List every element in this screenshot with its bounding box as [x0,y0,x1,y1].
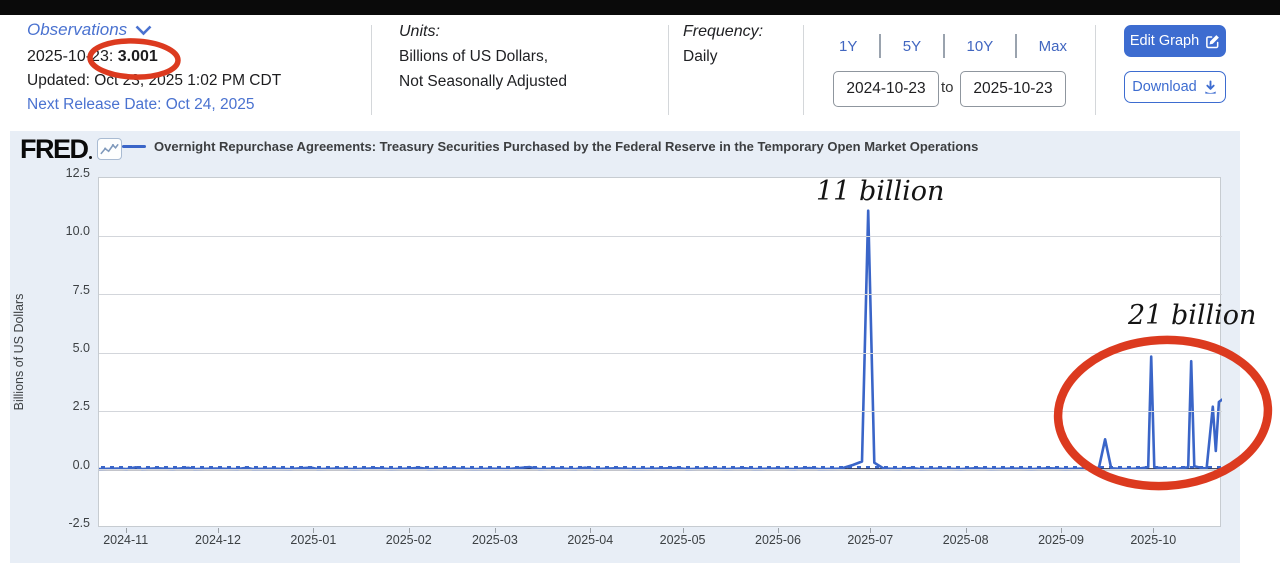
preset-separator [879,34,881,58]
x-axis-tick-label: 2025-03 [471,533,518,547]
x-axis-tick [870,528,872,533]
y-axis-tick-label: -2.5 [68,516,90,530]
updated-text: Updated: Oct 23, 2025 1:02 PM CDT [27,72,282,89]
x-axis-tick [217,528,219,533]
latest-observation-date: 2025-10-23: [27,48,114,65]
download-icon [1205,79,1216,94]
preset-10y[interactable]: 10Y [966,37,994,55]
fred-chart-icon [96,138,122,160]
preset-1y[interactable]: 1Y [839,37,858,55]
x-axis-tick-label: 2025-01 [290,533,337,547]
preset-5y[interactable]: 5Y [902,37,922,55]
preset-max[interactable]: Max [1038,37,1067,55]
y-axis-tick-label: 5.0 [72,341,90,355]
header-divider [371,25,372,115]
x-axis-tick-label: 2024-12 [195,533,241,547]
frequency-block: Frequency: Daily [683,23,793,66]
series-meta-header: Observations 2025-10-23: 3.001 Updated: … [0,15,1280,131]
gridline [99,294,1222,296]
y-axis-tick-label: 7.5 [72,282,90,297]
y-axis-tick-label: 10.0 [65,224,90,239]
edit-graph-label: Edit Graph [1129,33,1200,49]
header-divider [803,25,804,115]
x-axis-tick [494,528,496,533]
x-axis-tick-label: 2025-06 [755,533,801,547]
y-axis-tick-label: 0.0 [72,457,90,472]
chart-legend[interactable]: Overnight Repurchase Agreements: Treasur… [122,139,978,154]
x-axis-tick-label: 2025-08 [942,533,989,547]
x-axis-tick [125,528,127,533]
top-black-bar [0,0,1280,15]
preset-separator [943,34,945,58]
x-axis-tick [408,528,410,533]
frequency-label: Frequency: [683,23,764,40]
units-block: Units: Billions of US Dollars, Not Seaso… [399,23,649,91]
start-date-input[interactable]: 2024-10-23 [833,71,939,107]
fred-logo: FRED [20,133,89,164]
x-axis-tick [1153,528,1155,533]
observations-block: Observations 2025-10-23: 3.001 Updated: … [27,20,357,114]
x-axis-tick-label: 2025-02 [385,533,432,547]
observations-dropdown[interactable]: Observations [27,20,357,40]
units-label: Units: [399,23,440,40]
header-divider [1095,25,1096,115]
frequency-value: Daily [683,48,718,65]
x-axis-tick-label: 2025-07 [847,533,894,547]
end-date-input[interactable]: 2025-10-23 [960,71,1066,107]
gridline [99,352,1222,354]
y-axis-title: Billions of US Dollars [12,293,26,411]
observations-label: Observations [27,20,128,39]
fred-logo-registered-dot [88,156,92,159]
header-divider [668,25,669,115]
chart-logo-row: FRED [20,134,122,164]
legend-series-title: Overnight Repurchase Agreements: Treasur… [154,139,979,154]
x-axis-tick-label: 2025-10 [1130,533,1177,547]
x-axis-tick-label: 2025-04 [567,533,614,547]
x-axis-tick [965,528,967,533]
date-range-to-label: to [941,79,954,96]
preset-separator [1015,34,1017,58]
gridline [99,235,1222,237]
next-release-link[interactable]: Next Release Date: Oct 24, 2025 [27,96,255,113]
gridline [99,410,1222,412]
chart-container: FRED Overnight Repurchase Agreements: Tr… [10,131,1240,563]
x-axis-tick-label: 2025-05 [659,533,706,547]
y-axis-tick-label: 2.5 [72,399,90,414]
edit-graph-button[interactable]: Edit Graph [1124,25,1226,57]
download-label: Download [1132,79,1197,95]
x-axis-tick [777,528,779,533]
latest-observation-value: 3.001 [117,48,158,65]
plot-area[interactable] [98,177,1222,527]
chevron-down-icon [135,25,152,35]
download-button[interactable]: Download [1124,71,1226,103]
units-value-line2: Not Seasonally Adjusted [399,73,568,90]
x-axis-tick [590,528,592,533]
units-value-line1: Billions of US Dollars, [399,48,549,65]
x-axis-tick [682,528,684,533]
legend-line-marker [122,145,146,148]
range-presets: 1Y 5Y 10Y Max [833,34,1073,58]
x-axis-tick [313,528,315,533]
x-axis-tick [1061,528,1062,533]
y-axis-tick-label: 12.5 [65,166,90,180]
x-axis-tick-label: 2025-09 [1038,533,1084,547]
gridline [99,469,1222,471]
x-axis-tick-label: 2024-11 [103,533,149,547]
edit-icon [1206,34,1220,48]
latest-observation: 2025-10-23: 3.001 [27,48,357,66]
